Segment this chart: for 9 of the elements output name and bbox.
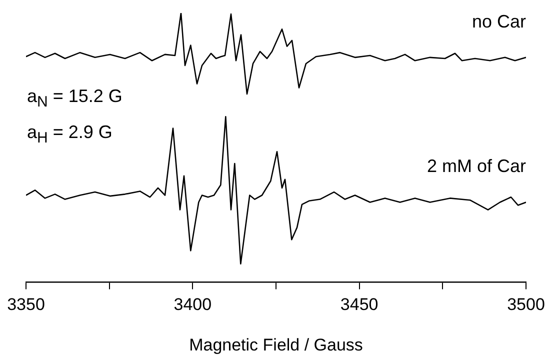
annotation: a$_{H}$ = 2.9 G: [27, 122, 112, 147]
series-label: 2 mM of Car: [426, 156, 526, 176]
x-tick-label: 3400: [174, 295, 212, 314]
x-tick-label: 3450: [340, 295, 378, 314]
x-tick-label: 3350: [7, 295, 45, 314]
annotation: a$_{N}$ = 15.2 G: [27, 86, 122, 111]
x-tick-label: 3500: [507, 295, 545, 314]
series-label: no Car: [472, 11, 526, 32]
x-axis-title: Magnetic Field / Gauss: [189, 335, 363, 354]
